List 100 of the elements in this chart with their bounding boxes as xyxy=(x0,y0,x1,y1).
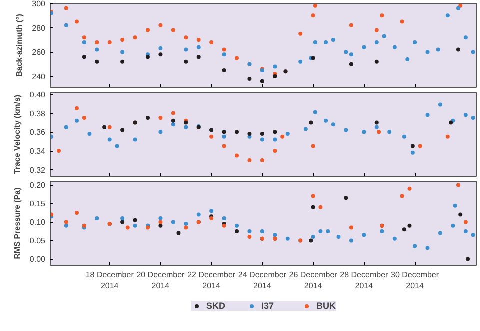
point xyxy=(158,130,163,134)
point xyxy=(210,209,214,214)
point xyxy=(120,50,125,54)
point xyxy=(388,130,392,134)
point xyxy=(426,246,430,250)
y-tick-label: 0.10 xyxy=(30,218,46,228)
y-tick-label: 240 xyxy=(32,72,46,82)
point xyxy=(146,28,150,32)
point xyxy=(248,235,252,240)
point xyxy=(436,48,440,52)
point xyxy=(466,257,470,262)
point xyxy=(313,4,318,8)
point xyxy=(471,50,476,54)
point xyxy=(210,134,214,139)
point xyxy=(362,130,366,134)
point xyxy=(349,226,354,230)
point xyxy=(392,236,397,241)
y-tick-label: 0.20 xyxy=(30,181,46,190)
point xyxy=(311,14,316,18)
point xyxy=(362,233,366,238)
point xyxy=(126,226,130,230)
point xyxy=(311,144,316,148)
y-tick-label: 300 xyxy=(32,0,46,8)
point xyxy=(196,55,201,60)
point xyxy=(344,196,348,200)
y-tick-label: 0.00 xyxy=(30,255,46,264)
point xyxy=(120,216,125,220)
point xyxy=(184,222,188,226)
y-tick-label: 0.15 xyxy=(30,200,46,209)
point xyxy=(309,120,314,125)
point xyxy=(464,113,468,118)
point xyxy=(418,144,422,148)
point xyxy=(408,224,412,228)
point xyxy=(184,226,188,230)
y-tick-label: 280 xyxy=(32,24,46,33)
point xyxy=(344,128,348,132)
point xyxy=(349,23,354,28)
x-tick-label: 26 December 2014 xyxy=(289,270,338,290)
point xyxy=(313,110,318,114)
point xyxy=(273,233,278,238)
point xyxy=(446,134,450,139)
point xyxy=(318,229,323,234)
point xyxy=(400,20,404,24)
point xyxy=(120,220,125,224)
point xyxy=(273,64,278,69)
point xyxy=(120,128,125,132)
point xyxy=(184,36,188,40)
point xyxy=(311,194,316,198)
point xyxy=(374,60,379,64)
point xyxy=(158,46,163,51)
point xyxy=(374,120,379,125)
point xyxy=(222,134,226,139)
point xyxy=(451,224,456,228)
point xyxy=(362,45,366,50)
point xyxy=(331,122,336,127)
point xyxy=(82,116,86,120)
point xyxy=(108,40,112,44)
point xyxy=(74,118,79,123)
point xyxy=(222,216,226,220)
point xyxy=(410,150,415,155)
point xyxy=(120,60,125,64)
y-tick-label: 0.05 xyxy=(30,236,46,246)
point xyxy=(95,48,100,52)
point xyxy=(336,235,341,240)
point xyxy=(260,138,264,142)
point xyxy=(74,106,79,111)
point xyxy=(222,52,226,57)
point xyxy=(413,40,418,44)
point xyxy=(64,224,68,228)
point xyxy=(210,40,214,44)
point xyxy=(402,228,406,232)
point xyxy=(235,224,240,228)
point xyxy=(402,134,406,139)
point xyxy=(82,36,86,40)
point xyxy=(313,40,318,44)
point xyxy=(286,132,290,136)
point xyxy=(260,158,264,162)
point xyxy=(196,38,201,42)
point xyxy=(406,58,410,62)
point xyxy=(171,220,176,224)
point xyxy=(146,116,150,120)
point xyxy=(304,127,308,132)
point xyxy=(438,102,442,107)
legend-label: SKD xyxy=(206,301,226,311)
point xyxy=(464,229,468,234)
point xyxy=(158,116,163,120)
point xyxy=(158,220,163,224)
point xyxy=(248,76,252,81)
point xyxy=(248,229,252,234)
point xyxy=(88,132,92,136)
point xyxy=(120,38,125,42)
point xyxy=(413,244,418,248)
point xyxy=(64,6,68,10)
x-tick-label: 22 December 2014 xyxy=(188,270,236,290)
y-axis-title: Trace Velocity (km/s) xyxy=(12,94,22,174)
y-tick-label: 0.36 xyxy=(30,128,46,138)
point xyxy=(456,183,460,188)
y-tick-label: 0.40 xyxy=(30,90,46,100)
point xyxy=(235,229,240,234)
point xyxy=(196,45,201,50)
